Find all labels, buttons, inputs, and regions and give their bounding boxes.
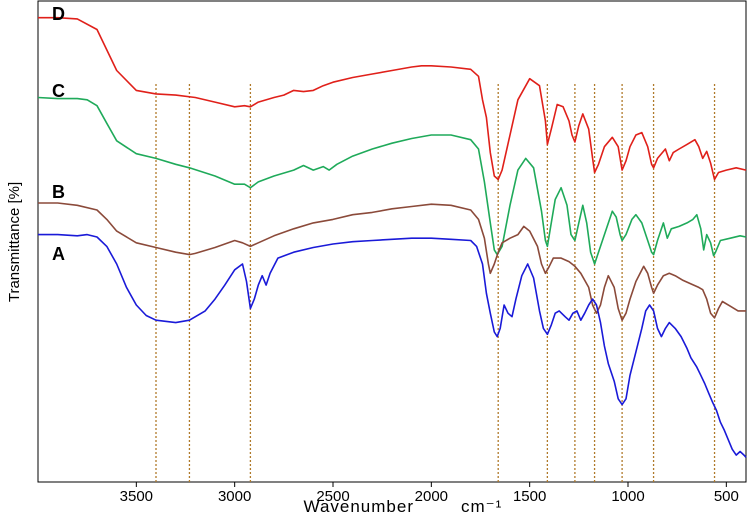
series-line-a — [38, 233, 747, 458]
series-label-d: D — [52, 4, 65, 24]
x-axis-ticks: 3500 3000 2500 2000 1500 1000 500 — [120, 482, 739, 505]
series-line-c — [37, 96, 747, 265]
series-label-a: A — [52, 244, 65, 264]
x-tick-label: 2500 — [316, 488, 349, 505]
series-label-c: C — [52, 81, 65, 101]
x-axis-unit: cm⁻¹ — [461, 497, 502, 516]
x-tick-label: 1000 — [611, 488, 644, 505]
x-tick-label: 3500 — [120, 488, 153, 505]
x-tick-label: 2000 — [415, 488, 448, 505]
series-label-b: B — [52, 182, 65, 202]
y-axis-label: Transmittance [%] — [6, 182, 23, 302]
series-line-d — [38, 16, 747, 181]
series-group — [37, 16, 747, 458]
plot-frame — [37, 0, 747, 483]
series-tags: D C B A — [52, 4, 65, 264]
x-axis-label: Wavenumber — [304, 497, 414, 516]
x-tick-label: 500 — [714, 488, 739, 505]
x-tick-label: 1500 — [513, 488, 546, 505]
x-tick-label: 3000 — [218, 488, 251, 505]
series-line-b — [38, 202, 746, 321]
